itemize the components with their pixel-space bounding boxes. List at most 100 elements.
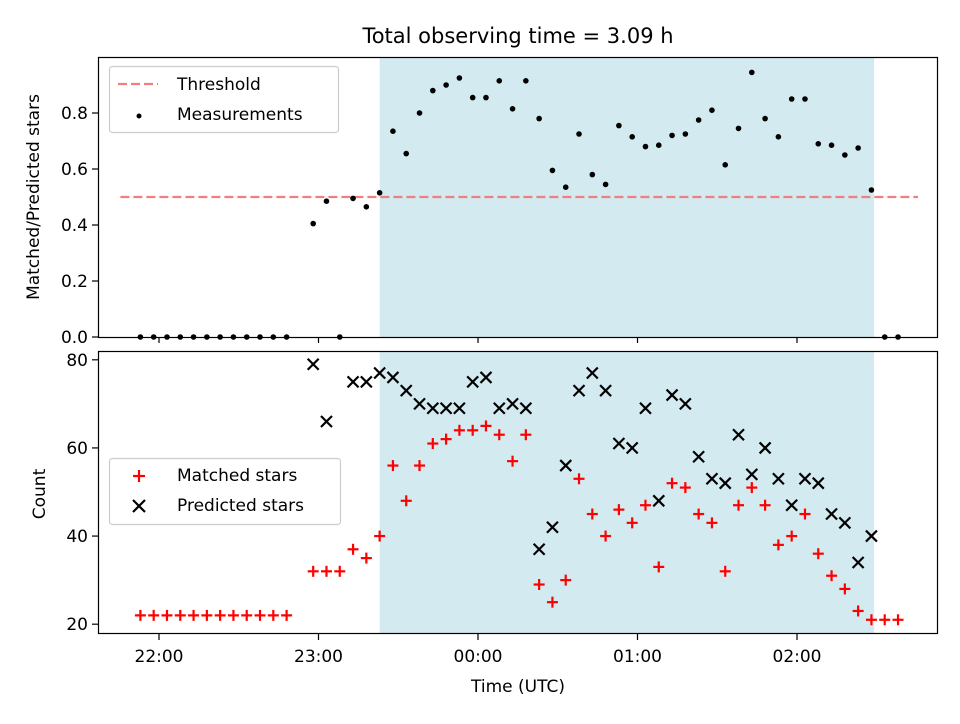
matched-star-point xyxy=(706,517,718,529)
measurement-point xyxy=(576,131,582,137)
matched-star-point xyxy=(148,609,160,621)
measurement-point xyxy=(749,69,755,76)
measurement-point xyxy=(695,117,702,123)
top-legend: Threshold Measurements xyxy=(108,65,340,134)
x-tick-label: 00:00 xyxy=(454,647,503,667)
predicted-star-point xyxy=(386,371,400,384)
predicted-star-point xyxy=(718,476,732,490)
top-panel: 0.00.20.40.60.8 Matched/Predicted stars … xyxy=(24,56,939,348)
x-tick-label: 23:00 xyxy=(294,647,343,667)
measurement-point xyxy=(549,167,556,174)
top-plot-frame xyxy=(97,56,939,339)
measurement-point xyxy=(469,94,476,101)
predicted-star-point xyxy=(572,384,586,397)
predicted-star-point xyxy=(811,476,825,490)
bottom-legend: Matched stars Predicted stars xyxy=(108,457,342,526)
matched-star-point xyxy=(201,609,213,621)
x-tick-label: 01:00 xyxy=(613,647,662,667)
predicted-star-point xyxy=(785,498,798,512)
matched-star-point xyxy=(759,499,771,511)
matched-star-point xyxy=(865,614,877,626)
measurement-point xyxy=(655,142,662,148)
predicted-star-point xyxy=(625,441,639,455)
predicted-star-point xyxy=(851,556,865,569)
legend-measurements-label: Measurements xyxy=(177,105,303,125)
predicted-star-point xyxy=(479,371,493,384)
measurement-point xyxy=(642,143,649,150)
bottom-x-ticks: 22:00 23:00 00:00 01:00 02:00 xyxy=(135,633,822,667)
measurement-point xyxy=(390,128,396,134)
matched-star-point xyxy=(188,609,200,621)
predicted-star-point xyxy=(665,388,679,402)
matched-star-point xyxy=(600,530,612,542)
matched-star-point xyxy=(746,482,758,494)
matched-star-point xyxy=(786,530,798,542)
measurement-point xyxy=(456,75,463,81)
matched-star-point xyxy=(281,609,293,621)
predicted-star-point xyxy=(546,520,559,534)
measurement-point xyxy=(536,115,542,122)
matched-star-point xyxy=(799,508,811,520)
matched-star-point xyxy=(560,574,572,586)
matched-star-point xyxy=(493,429,505,441)
bottom-ylabel: Count xyxy=(30,468,50,519)
matched-star-point xyxy=(387,460,399,472)
matched-star-point xyxy=(679,482,691,494)
bottom-plot-frame xyxy=(97,350,939,635)
top-points xyxy=(137,69,901,340)
measurement-point xyxy=(310,220,316,227)
matched-star-point xyxy=(400,495,412,507)
measurement-point xyxy=(323,198,330,204)
matched-star-point xyxy=(892,614,904,626)
matched-star-point xyxy=(666,477,678,489)
predicted-star-point xyxy=(506,397,519,411)
measurement-point xyxy=(616,122,622,129)
figure-title: Total observing time = 3.09 h xyxy=(361,24,673,48)
measurement-point xyxy=(523,78,529,84)
measurement-point xyxy=(589,171,596,178)
predicted-star-point xyxy=(692,450,705,464)
measurement-point xyxy=(802,96,808,102)
bottom-highlight-region xyxy=(379,351,875,633)
measurement-point xyxy=(722,162,729,168)
y-tick-label: 0.2 xyxy=(61,272,88,292)
predicted-star-point xyxy=(320,415,333,428)
matched-star-point xyxy=(772,539,784,551)
legend-matched-swatch xyxy=(133,470,145,482)
measurement-point xyxy=(602,181,609,188)
predicted-star-point xyxy=(360,375,373,389)
top-legend-box xyxy=(108,65,340,134)
measurement-point xyxy=(509,106,516,112)
measurement-point xyxy=(403,150,410,157)
measurement-point xyxy=(416,110,423,116)
predicted-star-point xyxy=(732,428,745,441)
matched-star-point xyxy=(507,455,519,467)
measurement-point xyxy=(562,184,569,190)
measurement-point xyxy=(868,187,875,193)
matched-star-point xyxy=(360,552,372,564)
matched-star-point xyxy=(826,570,838,582)
predicted-star-point xyxy=(346,375,360,389)
y-tick-label: 60 xyxy=(66,439,88,459)
measurement-point xyxy=(815,141,822,147)
matched-star-point xyxy=(879,614,891,626)
matched-star-point xyxy=(839,583,851,595)
x-tick-label: 22:00 xyxy=(135,647,184,667)
measurement-point xyxy=(496,78,503,84)
matched-star-point xyxy=(161,609,173,621)
matched-star-point xyxy=(307,565,319,577)
y-tick-label: 0.0 xyxy=(61,328,88,348)
matched-star-point xyxy=(852,605,864,617)
bottom-y-ticks: 20 40 60 80 xyxy=(66,351,99,635)
measurement-point xyxy=(735,125,742,132)
top-y-ticks: 0.0 0.2 0.4 0.6 0.8 xyxy=(61,104,99,348)
matched-star-point xyxy=(467,424,479,436)
bottom-panel: 20 40 60 80 22:00 23:00 00:00 01:00 02:00 Count… xyxy=(30,350,939,697)
y-tick-label: 0.6 xyxy=(61,160,88,180)
matched-star-point xyxy=(480,420,492,432)
matched-star-point xyxy=(733,499,745,511)
legend-measurements-swatch xyxy=(136,113,142,119)
predicted-star-point xyxy=(559,459,573,472)
matched-star-point xyxy=(227,609,239,621)
